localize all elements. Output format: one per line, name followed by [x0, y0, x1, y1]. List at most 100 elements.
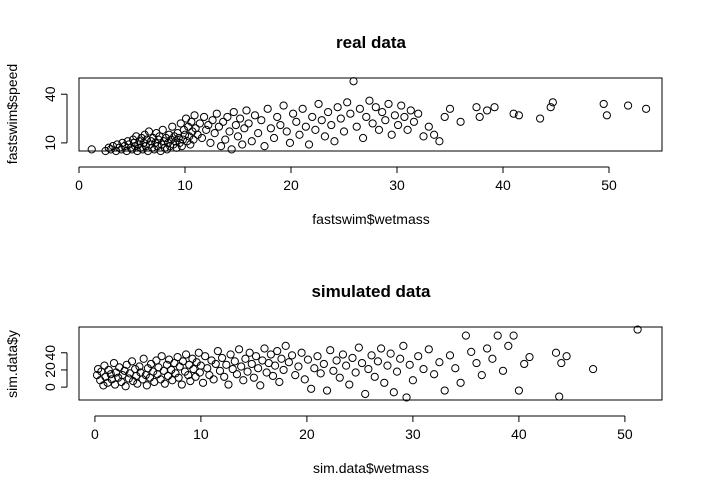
panel2-data-point	[100, 361, 109, 370]
panel2-data-point	[156, 375, 165, 384]
panel2-data-point	[247, 359, 256, 369]
panel2-data-point	[357, 358, 367, 368]
panel1-data-point	[623, 101, 633, 110]
panel2-data-point	[483, 344, 492, 353]
panel2-data-point	[162, 360, 172, 369]
panel1-data-point	[435, 137, 444, 146]
panel2-data-point	[203, 364, 212, 373]
panel1-data-point	[242, 106, 251, 115]
panel1-points	[87, 77, 651, 156]
panel1-data-point	[475, 112, 484, 122]
panel1-data-point	[273, 112, 282, 122]
panel1-data-point	[292, 117, 301, 126]
panel2-y-axis-label: sim.data$y	[4, 330, 20, 398]
panel2-data-point	[440, 386, 449, 395]
panel2-data-point	[392, 367, 402, 376]
panel2-plot-box	[78, 326, 663, 401]
panel2-data-point	[316, 369, 325, 378]
panel1-x-tick-label: 40	[495, 177, 511, 193]
panel2-data-point	[467, 347, 476, 357]
panel1-data-point	[445, 104, 455, 113]
panel2-data-point	[338, 350, 348, 359]
panel1-data-point	[390, 111, 399, 120]
panel1-data-point	[355, 104, 364, 113]
panel2-data-point	[367, 351, 376, 360]
panel1-data-point	[227, 145, 236, 154]
panel1-data-point	[320, 132, 330, 141]
panel1-data-point	[430, 130, 439, 139]
panel2-data-point	[239, 376, 248, 385]
panel2-data-point	[294, 362, 303, 371]
panel1-data-point	[212, 109, 221, 118]
panel1-data-point	[397, 101, 406, 110]
panel2-data-point	[555, 392, 564, 401]
panel2-data-point	[279, 365, 288, 375]
panel1-data-point	[424, 122, 433, 131]
panel1-data-point	[250, 111, 260, 120]
panel1-data-point	[333, 103, 342, 112]
panel1-data-point	[244, 119, 253, 128]
panel2-data-point	[472, 358, 481, 368]
panel1-data-point	[87, 145, 96, 154]
panel2-data-point	[135, 362, 144, 371]
panel1-data-point	[642, 104, 651, 113]
panel1-x-axis-label: fastswim$wetmass	[312, 211, 429, 227]
panel2-data-point	[525, 352, 534, 362]
panel2-data-point	[273, 346, 282, 356]
panel2-data-point	[396, 354, 405, 363]
panel1-data-point	[231, 120, 240, 130]
panel2-data-point	[504, 341, 513, 350]
panel1-data-point	[406, 106, 415, 115]
panel2-data-point	[178, 357, 187, 366]
panel2-data-point	[354, 343, 363, 352]
panel1-data-point	[308, 112, 317, 122]
panel2-data-point	[405, 360, 414, 369]
panel2-data-point	[109, 358, 119, 368]
panel2-data-point	[307, 384, 316, 393]
panel2-data-point	[456, 378, 465, 387]
panel1-data-point	[195, 119, 204, 128]
panel1-data-point	[279, 101, 288, 110]
panel1-x-tick-label: 0	[75, 177, 83, 193]
panel1-data-point	[414, 109, 423, 118]
panel2-data-point	[181, 350, 191, 359]
panel1-data-point	[304, 140, 314, 149]
panel2-data-point	[124, 374, 133, 383]
panel1-data-point	[263, 104, 272, 113]
panel1-data-point	[387, 130, 396, 139]
panel1-data-point	[104, 143, 113, 152]
panel2-data-point	[228, 364, 237, 374]
panel2-x-tick-label: 10	[193, 426, 209, 442]
panel1-x-tick-label: 50	[601, 177, 617, 193]
panel1-data-point	[403, 125, 412, 135]
panel1-data-point	[324, 107, 333, 117]
panel2-data-point	[373, 357, 383, 366]
panel1-data-point	[419, 132, 428, 141]
panel1-data-point	[173, 129, 182, 138]
panel2-data-point	[195, 368, 204, 377]
panel2-y-tick-label: 0	[42, 383, 58, 391]
panel1-data-point	[240, 124, 249, 133]
panel2-data-point	[139, 354, 148, 363]
panel2-data-point	[281, 341, 290, 350]
panel2-data-point	[271, 361, 280, 370]
panel2-x-axis-label: sim.data$wetmass	[313, 460, 429, 476]
panel1-data-point	[144, 127, 154, 136]
panel1-data-point	[141, 142, 150, 151]
panel1-data-point	[210, 129, 219, 138]
panel1-data-point	[190, 111, 199, 120]
panel2-data-point	[174, 373, 183, 382]
panel2-data-point	[419, 364, 428, 374]
panel1-data-point	[371, 103, 380, 112]
panel1-data-point	[155, 132, 164, 141]
panel1-x-tick-label: 10	[177, 177, 193, 193]
panel2-data-point	[408, 376, 417, 385]
panel2-data-point	[205, 370, 214, 380]
panel2-data-point	[177, 380, 186, 389]
panel2-data-point	[380, 378, 389, 387]
panel2-data-point	[488, 354, 497, 363]
panel1-y-tick-label: 10	[42, 135, 58, 151]
panel1-data-point	[349, 77, 358, 86]
panel2-data-point	[477, 370, 486, 380]
